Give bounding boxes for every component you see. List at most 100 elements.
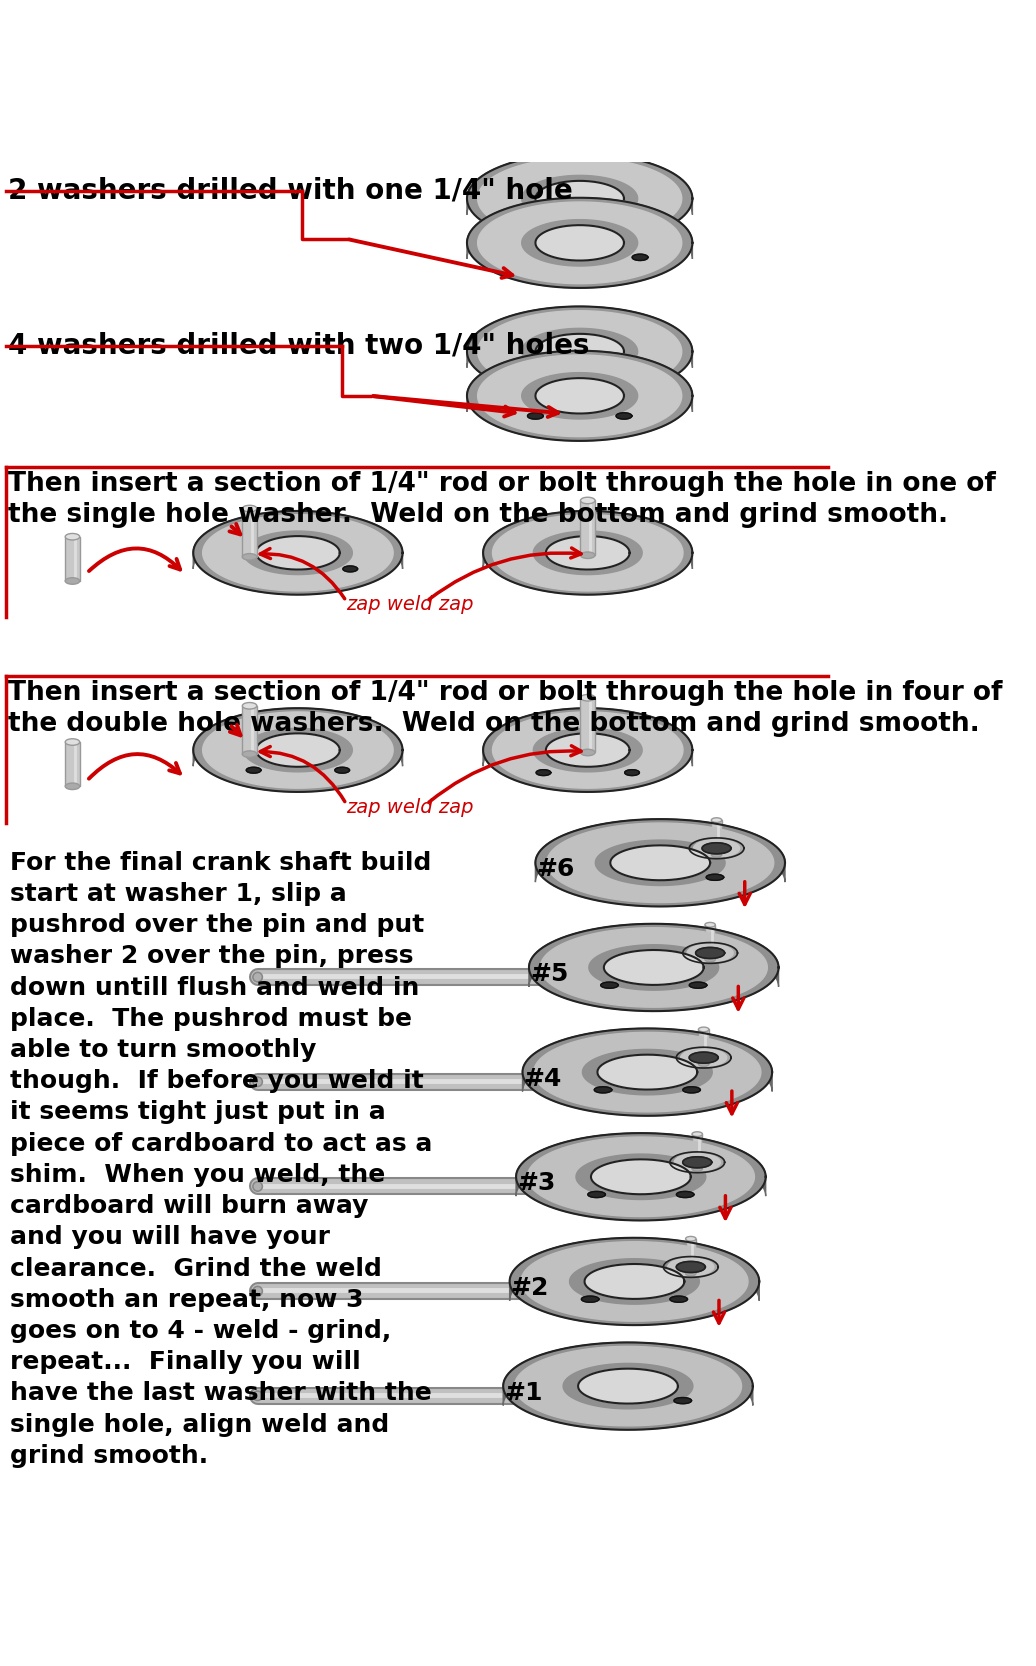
Polygon shape (576, 1155, 706, 1200)
Polygon shape (522, 373, 638, 420)
Polygon shape (194, 511, 403, 595)
Polygon shape (467, 352, 692, 441)
Polygon shape (570, 1259, 699, 1304)
Polygon shape (467, 153, 692, 243)
Polygon shape (670, 1151, 724, 1173)
Polygon shape (483, 708, 692, 766)
Polygon shape (681, 1050, 726, 1066)
Polygon shape (598, 1055, 697, 1091)
Ellipse shape (242, 553, 257, 560)
Polygon shape (588, 945, 719, 990)
Polygon shape (587, 1191, 605, 1198)
Ellipse shape (242, 505, 257, 511)
Polygon shape (536, 378, 624, 412)
Polygon shape (683, 1086, 700, 1093)
Polygon shape (591, 1160, 691, 1196)
Polygon shape (529, 923, 779, 1011)
Polygon shape (625, 770, 639, 776)
Polygon shape (598, 1055, 697, 1090)
Polygon shape (510, 1238, 759, 1301)
Polygon shape (536, 225, 624, 258)
Polygon shape (256, 733, 340, 766)
Text: 4 washers drilled with two 1/4" holes: 4 washers drilled with two 1/4" holes (8, 332, 589, 360)
Polygon shape (534, 1033, 760, 1111)
Circle shape (253, 1391, 262, 1401)
Polygon shape (546, 733, 630, 766)
Polygon shape (581, 1296, 599, 1303)
Polygon shape (707, 875, 724, 880)
Ellipse shape (580, 750, 595, 756)
Circle shape (253, 973, 262, 981)
Circle shape (253, 1181, 262, 1191)
Circle shape (255, 1078, 261, 1085)
Ellipse shape (242, 751, 257, 758)
Polygon shape (536, 182, 624, 217)
Polygon shape (203, 515, 393, 591)
Text: #2: #2 (511, 1276, 549, 1299)
Ellipse shape (692, 1131, 702, 1136)
Polygon shape (683, 943, 738, 965)
Circle shape (255, 1393, 261, 1399)
Text: #4: #4 (523, 1066, 562, 1091)
Polygon shape (467, 198, 692, 258)
Polygon shape (194, 708, 403, 791)
Polygon shape (516, 1133, 766, 1221)
Text: zap weld zap: zap weld zap (346, 595, 473, 615)
Polygon shape (478, 355, 682, 436)
Polygon shape (670, 1296, 688, 1303)
Polygon shape (702, 843, 731, 860)
Polygon shape (527, 1136, 754, 1216)
Text: Then insert a section of 1/4" rod or bolt through the hole in one of: Then insert a section of 1/4" rod or bol… (8, 471, 996, 496)
Text: Then insert a section of 1/4" rod or bolt through the hole in four of: Then insert a section of 1/4" rod or bol… (8, 680, 1003, 706)
Polygon shape (689, 1053, 718, 1070)
Polygon shape (503, 1343, 753, 1406)
Polygon shape (534, 728, 642, 771)
Polygon shape (536, 820, 785, 881)
Ellipse shape (65, 783, 80, 790)
Polygon shape (578, 1369, 678, 1406)
Polygon shape (677, 1048, 731, 1070)
Ellipse shape (686, 1271, 696, 1276)
Polygon shape (677, 1191, 694, 1198)
Polygon shape (663, 1256, 718, 1278)
Text: 2 washers drilled with one 1/4" hole: 2 washers drilled with one 1/4" hole (8, 177, 573, 205)
Polygon shape (683, 943, 738, 963)
Ellipse shape (65, 533, 80, 540)
Text: the single hole washer.  Weld on the bottom and grind smooth.: the single hole washer. Weld on the bott… (8, 501, 948, 528)
Polygon shape (256, 733, 340, 766)
Polygon shape (515, 1346, 742, 1426)
Polygon shape (702, 843, 731, 853)
Text: #6: #6 (537, 858, 575, 881)
Circle shape (253, 1076, 262, 1086)
Polygon shape (584, 1264, 685, 1301)
Polygon shape (547, 823, 774, 903)
Ellipse shape (580, 551, 595, 558)
FancyBboxPatch shape (580, 500, 595, 555)
Polygon shape (467, 352, 692, 412)
FancyBboxPatch shape (242, 706, 257, 755)
Polygon shape (536, 333, 624, 368)
Polygon shape (534, 531, 642, 575)
Text: zap weld zap: zap weld zap (346, 798, 473, 818)
Polygon shape (601, 983, 618, 988)
Polygon shape (596, 840, 725, 886)
Polygon shape (564, 1363, 693, 1409)
FancyBboxPatch shape (712, 820, 722, 855)
Polygon shape (478, 202, 682, 283)
Polygon shape (529, 923, 779, 986)
Polygon shape (604, 950, 703, 985)
Polygon shape (492, 711, 683, 788)
Polygon shape (616, 368, 632, 375)
Polygon shape (546, 536, 630, 568)
Polygon shape (663, 1256, 718, 1278)
Polygon shape (670, 1151, 724, 1173)
Polygon shape (677, 1261, 706, 1278)
FancyBboxPatch shape (65, 536, 80, 581)
Polygon shape (194, 511, 403, 568)
Polygon shape (604, 950, 703, 986)
Polygon shape (546, 536, 630, 570)
Polygon shape (516, 1133, 766, 1196)
Ellipse shape (698, 1028, 709, 1031)
Polygon shape (247, 768, 261, 773)
Polygon shape (467, 153, 692, 215)
